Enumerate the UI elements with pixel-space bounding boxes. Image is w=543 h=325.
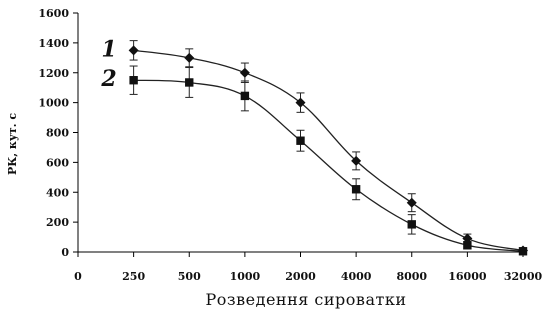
- series-line: [133, 79, 524, 252]
- x-tick-label: 4000: [341, 270, 372, 283]
- x-tick-label: 1000: [230, 270, 261, 283]
- series-2: 2: [100, 65, 528, 256]
- data-point: [351, 155, 362, 166]
- series-line: [133, 49, 524, 252]
- data-point: [239, 67, 250, 78]
- data-point: [128, 45, 139, 56]
- x-tick-label: 500: [178, 270, 201, 283]
- data-point: [351, 185, 361, 194]
- y-tick-label: 1200: [38, 67, 69, 80]
- y-tick-label: 600: [46, 156, 69, 169]
- y-axis-title: РК, кут. с: [6, 113, 19, 175]
- data-point: [295, 97, 306, 108]
- x-tick-label: 2000: [285, 270, 316, 283]
- x-tick-label: 16000: [448, 270, 487, 283]
- y-tick-label: 1600: [38, 7, 69, 20]
- y-tick-label: 400: [46, 186, 69, 199]
- x-tick-label: 32000: [504, 270, 543, 283]
- x-tick-label: 0: [74, 270, 82, 283]
- data-point: [518, 247, 528, 256]
- y-tick-label: 0: [61, 246, 69, 259]
- data-point: [407, 220, 416, 229]
- data-point: [129, 76, 138, 85]
- y-tick-label: 1400: [38, 37, 69, 50]
- data-point: [185, 78, 194, 87]
- data-point: [240, 91, 250, 101]
- data-point: [463, 241, 472, 250]
- series-label: 1: [101, 36, 116, 62]
- data-point: [406, 197, 417, 208]
- y-tick-label: 1000: [38, 97, 69, 110]
- data-point: [296, 136, 305, 145]
- data-point: [184, 52, 195, 63]
- x-tick-label: 250: [122, 270, 145, 283]
- x-tick-label: 8000: [396, 270, 427, 283]
- series-label: 2: [100, 66, 116, 92]
- x-axis-title: Розведення сироватки: [206, 290, 407, 309]
- y-tick-label: 800: [46, 127, 69, 140]
- series-layer: 12: [100, 36, 528, 256]
- series-1: 1: [101, 36, 528, 256]
- y-tick-label: 200: [46, 216, 69, 229]
